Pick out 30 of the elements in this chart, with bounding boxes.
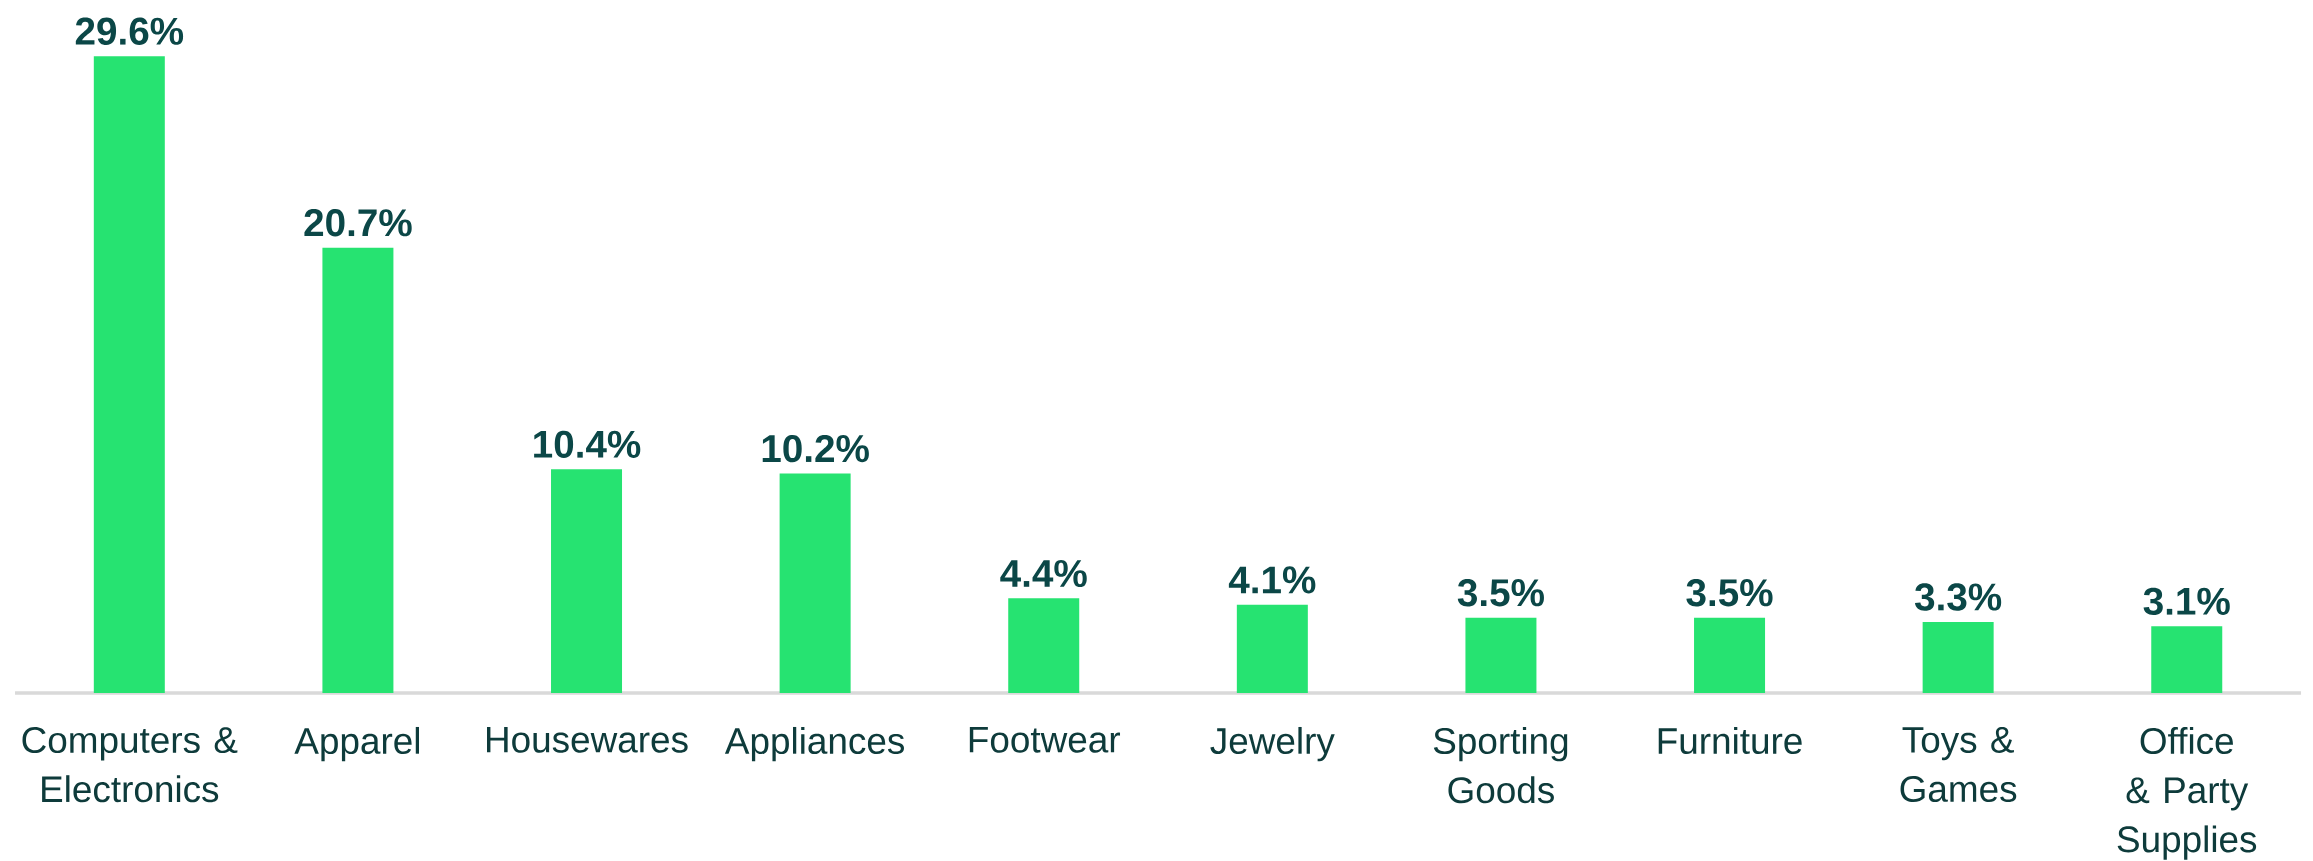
data-label: 10.4% bbox=[534, 430, 641, 459]
x-tick-label: Office & Party Supplies bbox=[2117, 726, 2257, 860]
bar bbox=[1236, 604, 1308, 693]
x-tick-label: Furniture bbox=[1658, 726, 1802, 755]
data-label: 20.7% bbox=[304, 209, 412, 237]
data-label: 4.4% bbox=[1000, 559, 1087, 588]
data-label: 10.2% bbox=[762, 434, 869, 463]
x-tick-label: Sporting Goods bbox=[1433, 726, 1568, 804]
x-tick-label: Toys & Games bbox=[1900, 726, 2017, 803]
bar bbox=[551, 469, 623, 693]
data-label: 3.1% bbox=[2143, 587, 2230, 616]
x-tick-label: Housewares bbox=[487, 726, 688, 753]
bar bbox=[1922, 621, 1994, 693]
x-tick-label: Appliances bbox=[724, 726, 904, 762]
bar bbox=[1008, 598, 1080, 693]
bar bbox=[1465, 617, 1537, 693]
data-label: 3.3% bbox=[1914, 583, 2002, 611]
data-label: 4.1% bbox=[1228, 566, 1316, 594]
x-tick-label: Apparel bbox=[294, 726, 420, 762]
bar bbox=[779, 473, 851, 693]
data-label: 3.5% bbox=[1457, 579, 1544, 607]
x-tick-label: Jewelry bbox=[1210, 726, 1335, 762]
bar bbox=[1694, 617, 1766, 693]
x-tick-label: Footwear bbox=[969, 726, 1121, 753]
data-label: 3.5% bbox=[1686, 579, 1773, 607]
x-tick-label: Computers & Electronics bbox=[22, 726, 238, 803]
data-label: 29.6% bbox=[75, 17, 184, 45]
bar bbox=[2151, 626, 2223, 693]
bar bbox=[322, 247, 394, 693]
bar bbox=[93, 56, 165, 693]
